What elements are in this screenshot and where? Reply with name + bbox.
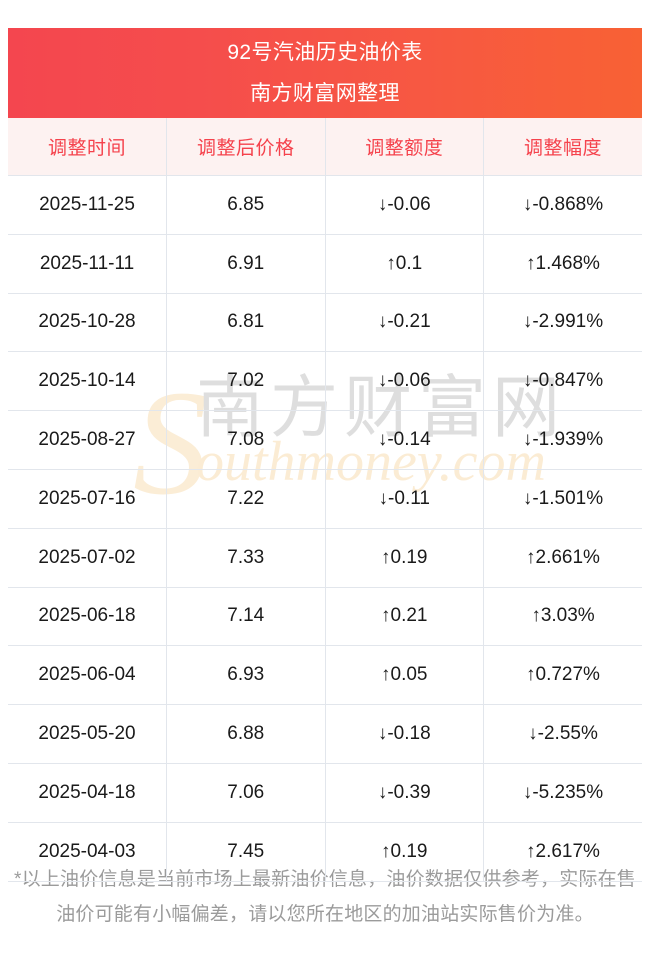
cell-price: 6.85 (166, 175, 326, 235)
column-header-date: 调整时间 (8, 118, 167, 176)
cell-amount: ↑0.19 (325, 822, 484, 882)
page-title: 92号汽油历史油价表 (227, 40, 423, 64)
table-row: 2025-11-25 6.85 ↓-0.06 ↓-0.868% (8, 175, 642, 235)
cell-price: 6.88 (166, 704, 326, 764)
cell-percent: ↑2.617% (483, 822, 642, 882)
cell-amount: ↓-0.39 (325, 763, 484, 823)
cell-date: 2025-08-27 (8, 410, 167, 470)
table-body: 2025-11-25 6.85 ↓-0.06 ↓-0.868% 2025-11-11 6.… (8, 175, 642, 882)
table-row: 2025-06-04 6.93 ↑0.05 ↑0.727% (8, 645, 642, 706)
table-row: 2025-04-03 7.45 ↑0.19 ↑2.617% (8, 822, 642, 882)
cell-percent: ↓-0.868% (483, 175, 642, 235)
table-row: 2025-10-14 7.02 ↓-0.06 ↓-0.847% (8, 351, 642, 412)
column-header-price: 调整后价格 (166, 118, 326, 176)
table-row: 2025-11-11 6.91 ↑0.1 ↑1.468% (8, 234, 642, 294)
cell-amount: ↑0.1 (325, 234, 484, 294)
table-row: 2025-06-18 7.14 ↑0.21 ↑3.03% (8, 587, 642, 647)
cell-date: 2025-10-14 (8, 351, 167, 412)
cell-price: 6.81 (166, 293, 326, 353)
cell-percent: ↓-2.55% (483, 704, 642, 764)
cell-percent: ↓-0.847% (483, 351, 642, 412)
cell-amount: ↑0.21 (325, 587, 484, 647)
cell-percent: ↑1.468% (483, 234, 642, 294)
cell-percent: ↑0.727% (483, 645, 642, 706)
page-banner: 92号汽油历史油价表 南方财富网整理 (8, 28, 642, 118)
table-row: 2025-07-02 7.33 ↑0.19 ↑2.661% (8, 528, 642, 588)
cell-price: 7.02 (166, 351, 326, 412)
cell-percent: ↓-1.501% (483, 469, 642, 529)
cell-price: 7.14 (166, 587, 326, 647)
table-header-row: 调整时间 调整后价格 调整额度 调整幅度 (8, 118, 642, 176)
cell-price: 7.33 (166, 528, 326, 588)
cell-percent: ↑3.03% (483, 587, 642, 647)
cell-percent: ↓-5.235% (483, 763, 642, 823)
cell-date: 2025-11-25 (8, 175, 167, 235)
cell-amount: ↓-0.06 (325, 351, 484, 412)
oil-price-table: 调整时间 调整后价格 调整额度 调整幅度 2025-11-25 6.85 ↓-0.0… (8, 118, 642, 882)
table-row: 2025-10-28 6.81 ↓-0.21 ↓-2.991% (8, 293, 642, 353)
cell-percent: ↓-2.991% (483, 293, 642, 353)
cell-date: 2025-07-16 (8, 469, 167, 529)
cell-amount: ↓-0.21 (325, 293, 484, 353)
cell-price: 7.45 (166, 822, 326, 882)
cell-percent: ↑2.661% (483, 528, 642, 588)
cell-date: 2025-11-11 (8, 234, 167, 294)
cell-date: 2025-04-18 (8, 763, 167, 823)
cell-percent: ↓-1.939% (483, 410, 642, 470)
page-subtitle: 南方财富网整理 (250, 81, 400, 105)
cell-amount: ↓-0.06 (325, 175, 484, 235)
table-row: 2025-05-20 6.88 ↓-0.18 ↓-2.55% (8, 704, 642, 764)
cell-date: 2025-04-03 (8, 822, 167, 882)
table-row: 2025-08-27 7.08 ↓-0.14 ↓-1.939% (8, 410, 642, 470)
cell-date: 2025-05-20 (8, 704, 167, 764)
cell-amount: ↑0.05 (325, 645, 484, 706)
cell-amount: ↑0.19 (325, 528, 484, 588)
cell-amount: ↓-0.14 (325, 410, 484, 470)
cell-date: 2025-06-04 (8, 645, 167, 706)
cell-date: 2025-10-28 (8, 293, 167, 353)
cell-price: 6.93 (166, 645, 326, 706)
column-header-percent: 调整幅度 (483, 118, 642, 176)
cell-price: 7.08 (166, 410, 326, 470)
cell-price: 7.22 (166, 469, 326, 529)
cell-amount: ↓-0.18 (325, 704, 484, 764)
cell-date: 2025-06-18 (8, 587, 167, 647)
table-row: 2025-04-18 7.06 ↓-0.39 ↓-5.235% (8, 763, 642, 823)
table-row: 2025-07-16 7.22 ↓-0.11 ↓-1.501% (8, 469, 642, 529)
cell-amount: ↓-0.11 (325, 469, 484, 529)
cell-price: 7.06 (166, 763, 326, 823)
column-header-amount: 调整额度 (325, 118, 484, 176)
cell-date: 2025-07-02 (8, 528, 167, 588)
cell-price: 6.91 (166, 234, 326, 294)
